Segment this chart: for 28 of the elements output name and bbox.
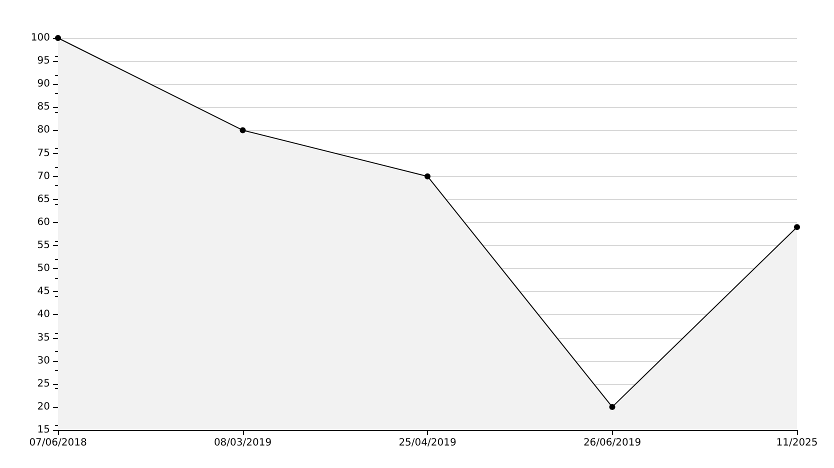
y-tick-label: 100 [30,32,50,44]
y-tick-label: 55 [37,240,50,252]
y-tick-label: 95 [37,56,50,67]
point [609,404,616,410]
y-tick-label: 75 [37,148,50,159]
y-tick-label: 25 [37,378,50,390]
point [55,35,61,41]
y-tick-label: 50 [37,263,50,274]
y-tick-label: 85 [37,102,50,113]
y-tick-label: 40 [37,309,50,320]
y-tick-label: 70 [37,170,50,182]
y-tick-label: 35 [37,332,50,344]
y-tick-label: 65 [37,194,50,205]
y-tick-label: 20 [37,401,50,412]
x-tick-label: 11/2025 [776,438,818,448]
y-tick-label: 45 [37,286,50,298]
x-tick-label: 25/04/2019 [398,438,456,448]
point [794,224,800,230]
y-tick-label: 90 [37,78,50,90]
y-tick-label: 30 [37,355,50,366]
point [240,127,246,134]
y-tick-label: 80 [37,124,50,136]
point [424,173,430,180]
x-tick-label: 07/06/2018 [29,438,87,448]
x-tick-label: 08/03/2019 [214,438,272,448]
y-tick-label: 15 [37,424,50,436]
x-tick-label: 26/06/2019 [583,438,642,448]
y-tick-label: 60 [37,216,50,228]
